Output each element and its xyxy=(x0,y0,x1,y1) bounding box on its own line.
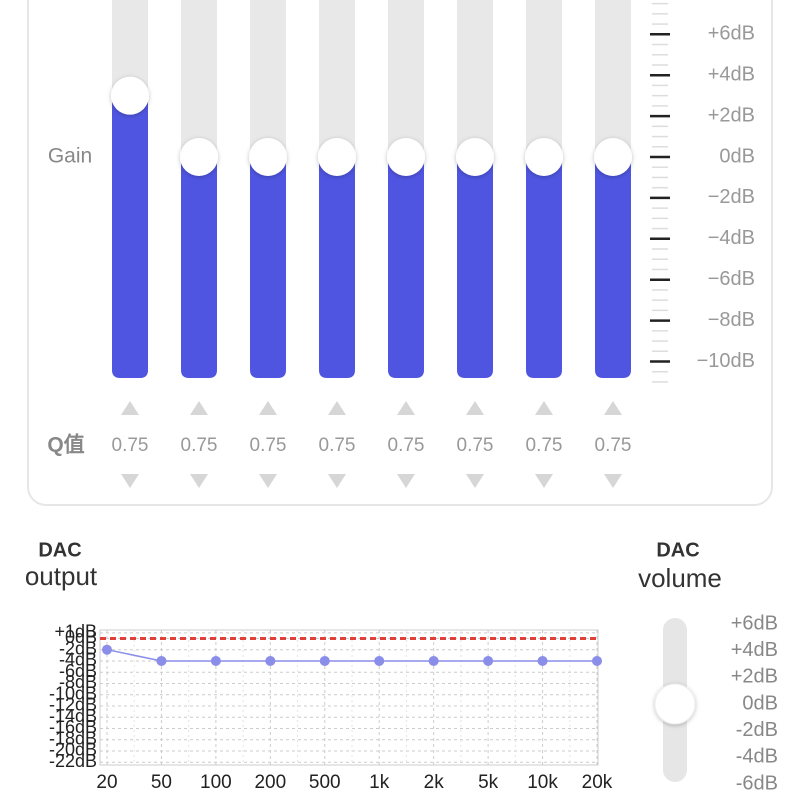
volume-knob[interactable] xyxy=(654,683,696,725)
q-down-button[interactable] xyxy=(604,474,622,488)
q-value: 0.75 xyxy=(319,435,356,456)
output-point xyxy=(483,655,494,666)
output-line xyxy=(106,648,597,662)
output-point xyxy=(102,644,112,655)
output-point xyxy=(210,655,221,666)
q-value: 0.75 xyxy=(250,435,287,456)
y-tick-label: -8dB xyxy=(59,672,97,692)
slider-fill xyxy=(319,157,355,378)
output-point xyxy=(374,655,385,666)
y-tick-label: -6dB xyxy=(59,661,97,681)
dac-volume-subtitle: volume xyxy=(638,563,722,593)
scale-label: +6dB xyxy=(708,23,755,45)
slider-fill xyxy=(595,157,631,378)
volume-scale-label: -2dB xyxy=(736,719,778,741)
scale-label: +4dB xyxy=(708,63,755,85)
gain-label: Gain xyxy=(48,145,92,168)
slider-knob[interactable] xyxy=(456,138,494,176)
y-tick-label: -4dB xyxy=(59,650,97,670)
q-value: 0.75 xyxy=(595,435,632,456)
y-tick-label: -22dB xyxy=(49,751,97,771)
output-point xyxy=(592,655,602,666)
q-up-button[interactable] xyxy=(190,401,208,415)
q-up-button[interactable] xyxy=(604,401,622,415)
q-value: 0.75 xyxy=(112,435,149,456)
x-tick-label: 5k xyxy=(478,772,499,793)
x-tick-label: 2k xyxy=(424,772,445,793)
scale-label: 0dB xyxy=(719,145,755,167)
y-tick-label: 0dB xyxy=(65,627,97,647)
slider-knob[interactable] xyxy=(249,138,287,176)
slider-knob[interactable] xyxy=(594,138,632,176)
volume-scale-label: +4dB xyxy=(731,639,778,661)
q-value: 0.75 xyxy=(457,435,494,456)
output-point xyxy=(428,655,439,666)
x-tick-label: 10k xyxy=(527,772,558,793)
scale-label: −10dB xyxy=(697,350,755,372)
volume-scale-label: -4dB xyxy=(736,746,778,768)
y-tick-label: -14dB xyxy=(49,706,97,726)
x-tick-label: 50 xyxy=(151,772,172,793)
output-point xyxy=(156,655,167,666)
output-point xyxy=(537,655,548,666)
y-tick-label: -2dB xyxy=(59,638,97,658)
scale-label: +2dB xyxy=(708,104,755,126)
plot-frame xyxy=(99,629,599,766)
y-tick-label: -18dB xyxy=(49,728,97,748)
q-down-button[interactable] xyxy=(466,474,484,488)
slider-knob[interactable] xyxy=(180,138,218,176)
y-tick-label: -20dB xyxy=(49,740,97,760)
volume-scale-label: -6dB xyxy=(736,772,778,794)
volume-scale-label: 0dB xyxy=(742,692,778,714)
scale-label: −2dB xyxy=(708,186,755,208)
q-down-button[interactable] xyxy=(397,474,415,488)
dac-output-subtitle: output xyxy=(25,561,98,591)
q-up-button[interactable] xyxy=(535,401,553,415)
x-tick-label: 1k xyxy=(369,772,390,793)
volume-scale-label: +6dB xyxy=(731,612,778,634)
q-down-button[interactable] xyxy=(535,474,553,488)
q-up-button[interactable] xyxy=(121,401,139,415)
scale-label: −6dB xyxy=(708,268,755,290)
y-tick-label: -10dB xyxy=(49,683,97,703)
slider-knob[interactable] xyxy=(318,138,356,176)
q-value: 0.75 xyxy=(526,435,563,456)
x-tick-label: 100 xyxy=(200,772,232,793)
dac-volume-title: DAC xyxy=(656,539,699,561)
slider-fill xyxy=(250,157,286,378)
dac-output-title: DAC xyxy=(38,539,81,561)
q-label: Q值 xyxy=(47,433,84,457)
y-tick-label: +1dB xyxy=(54,622,97,642)
scale-label: −4dB xyxy=(708,227,755,249)
x-tick-label: 20k xyxy=(582,772,613,793)
slider-fill xyxy=(457,157,493,378)
q-value: 0.75 xyxy=(388,435,425,456)
q-down-button[interactable] xyxy=(259,474,277,488)
y-tick-label: -12dB xyxy=(49,695,97,715)
slider-fill xyxy=(526,157,562,378)
q-down-button[interactable] xyxy=(121,474,139,488)
q-up-button[interactable] xyxy=(466,401,484,415)
q-value: 0.75 xyxy=(181,435,218,456)
x-tick-label: 500 xyxy=(309,772,341,793)
q-up-button[interactable] xyxy=(259,401,277,415)
q-down-button[interactable] xyxy=(190,474,208,488)
output-point xyxy=(319,655,330,666)
output-point xyxy=(265,655,276,666)
slider-fill xyxy=(181,157,217,378)
q-up-button[interactable] xyxy=(328,401,346,415)
slider-fill xyxy=(112,95,148,379)
x-tick-label: 200 xyxy=(254,772,286,793)
x-tick-label: 20 xyxy=(96,772,117,793)
slider-knob[interactable] xyxy=(525,138,563,176)
y-tick-label: -16dB xyxy=(49,717,97,737)
scale-label: −8dB xyxy=(708,309,755,331)
q-up-button[interactable] xyxy=(397,401,415,415)
slider-knob[interactable] xyxy=(111,76,149,115)
volume-scale-label: +2dB xyxy=(731,666,778,688)
q-down-button[interactable] xyxy=(328,474,346,488)
slider-knob[interactable] xyxy=(387,138,425,176)
slider-fill xyxy=(388,157,424,378)
